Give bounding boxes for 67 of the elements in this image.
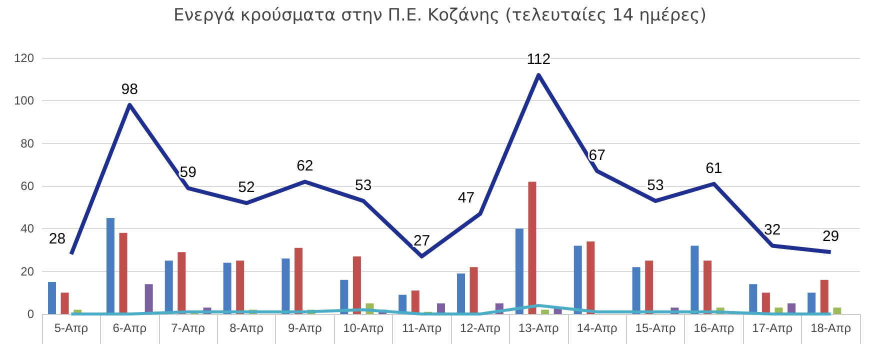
data-label: 59 — [180, 164, 196, 182]
bar — [411, 290, 420, 314]
bar — [808, 292, 816, 314]
data-label: 53 — [355, 176, 372, 194]
data-label: 61 — [706, 160, 722, 177]
line-series — [70, 304, 832, 316]
data-label: 112 — [526, 51, 551, 68]
x-tick-label: 8-Απρ — [230, 321, 264, 335]
data-label: 52 — [238, 179, 255, 196]
x-tick-label: 15-Απρ — [635, 321, 676, 335]
y-tick-label: 60 — [20, 179, 34, 193]
bar — [645, 260, 654, 314]
bar — [223, 262, 232, 314]
bar — [178, 252, 186, 314]
bar — [541, 310, 550, 314]
x-tick-label: 16-Απρ — [694, 321, 734, 335]
data-label: 98 — [121, 80, 138, 98]
bar — [632, 267, 640, 314]
bar — [294, 248, 303, 314]
chart-title: Ενεργά κρούσματα στην Π.Ε. Κοζάνης (τελευταίες 14 ημέρες) — [174, 6, 706, 26]
bar — [119, 232, 128, 314]
x-tick-label: 7-Απρ — [171, 321, 206, 335]
bar — [352, 256, 361, 314]
bar — [515, 228, 524, 314]
y-tick-label: 120 — [14, 51, 34, 65]
y-tick-label: 80 — [20, 136, 34, 150]
bar — [528, 182, 536, 314]
x-tick-label: 18-Απρ — [810, 321, 852, 335]
y-tick-label: 40 — [20, 222, 34, 236]
x-tick-label: 14-Απρ — [576, 321, 618, 335]
data-label: 32 — [764, 222, 781, 239]
bar — [470, 267, 478, 314]
bar — [704, 260, 712, 314]
bar — [820, 280, 828, 314]
y-tick-label: 20 — [20, 264, 34, 278]
data-label: 67 — [588, 147, 606, 164]
x-tick-label: 10-Απρ — [343, 321, 384, 335]
data-label: 27 — [413, 232, 430, 250]
x-tick-label: 13-Απρ — [518, 321, 560, 335]
data-label: 62 — [296, 158, 314, 175]
bar — [164, 260, 173, 314]
y-tick-label: 100 — [14, 94, 34, 108]
x-tick-label: 12-Απρ — [460, 321, 501, 335]
bar — [48, 282, 56, 314]
bar — [236, 260, 244, 314]
bar — [762, 292, 770, 314]
bar — [340, 280, 348, 314]
bar — [282, 258, 290, 314]
x-tick-label: 17-Απρ — [752, 321, 793, 335]
y-tick-label: 0 — [27, 307, 34, 321]
bar — [586, 241, 595, 314]
bar — [574, 246, 582, 314]
x-tick-label: 6-Απρ — [112, 321, 147, 335]
data-label: 53 — [647, 176, 664, 194]
bar — [60, 292, 69, 314]
x-tick-label: 9-Απρ — [288, 321, 322, 335]
bar — [457, 273, 466, 314]
bar — [690, 246, 699, 314]
data-label: 29 — [822, 228, 840, 246]
bar — [106, 218, 114, 314]
bar — [144, 284, 153, 314]
x-tick-label: 11-Απρ — [402, 321, 442, 335]
data-label: 47 — [458, 190, 475, 207]
x-tick-label: 5-Απρ — [54, 321, 88, 335]
data-label: 28 — [48, 230, 66, 248]
bar — [749, 284, 758, 314]
bar — [833, 308, 842, 314]
